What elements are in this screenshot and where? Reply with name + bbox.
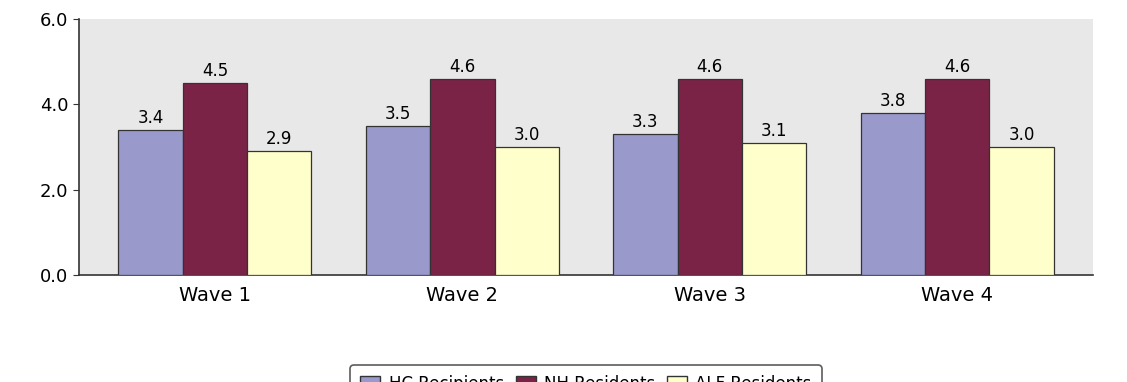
Text: 3.1: 3.1	[761, 122, 788, 140]
Text: 3.5: 3.5	[384, 105, 411, 123]
Text: 2.9: 2.9	[266, 130, 293, 148]
Text: 3.8: 3.8	[879, 92, 906, 110]
Bar	[247, 151, 311, 275]
Bar	[990, 147, 1054, 275]
Bar	[861, 113, 925, 275]
Bar	[742, 143, 806, 275]
Bar	[495, 147, 559, 275]
Text: 4.5: 4.5	[202, 62, 228, 80]
Text: 4.6: 4.6	[944, 58, 970, 76]
Legend: HC Recipients, NH Residents, ALF Residents: HC Recipients, NH Residents, ALF Residen…	[350, 365, 822, 382]
Text: 3.0: 3.0	[1009, 126, 1035, 144]
Bar	[677, 79, 742, 275]
Bar	[366, 126, 431, 275]
Bar	[183, 83, 247, 275]
Bar	[925, 79, 990, 275]
Text: 3.4: 3.4	[137, 109, 163, 127]
Text: 4.6: 4.6	[696, 58, 722, 76]
Text: 3.3: 3.3	[632, 113, 658, 131]
Bar	[118, 130, 183, 275]
Bar	[613, 134, 677, 275]
Text: 4.6: 4.6	[450, 58, 476, 76]
Bar	[431, 79, 495, 275]
Text: 3.0: 3.0	[514, 126, 540, 144]
